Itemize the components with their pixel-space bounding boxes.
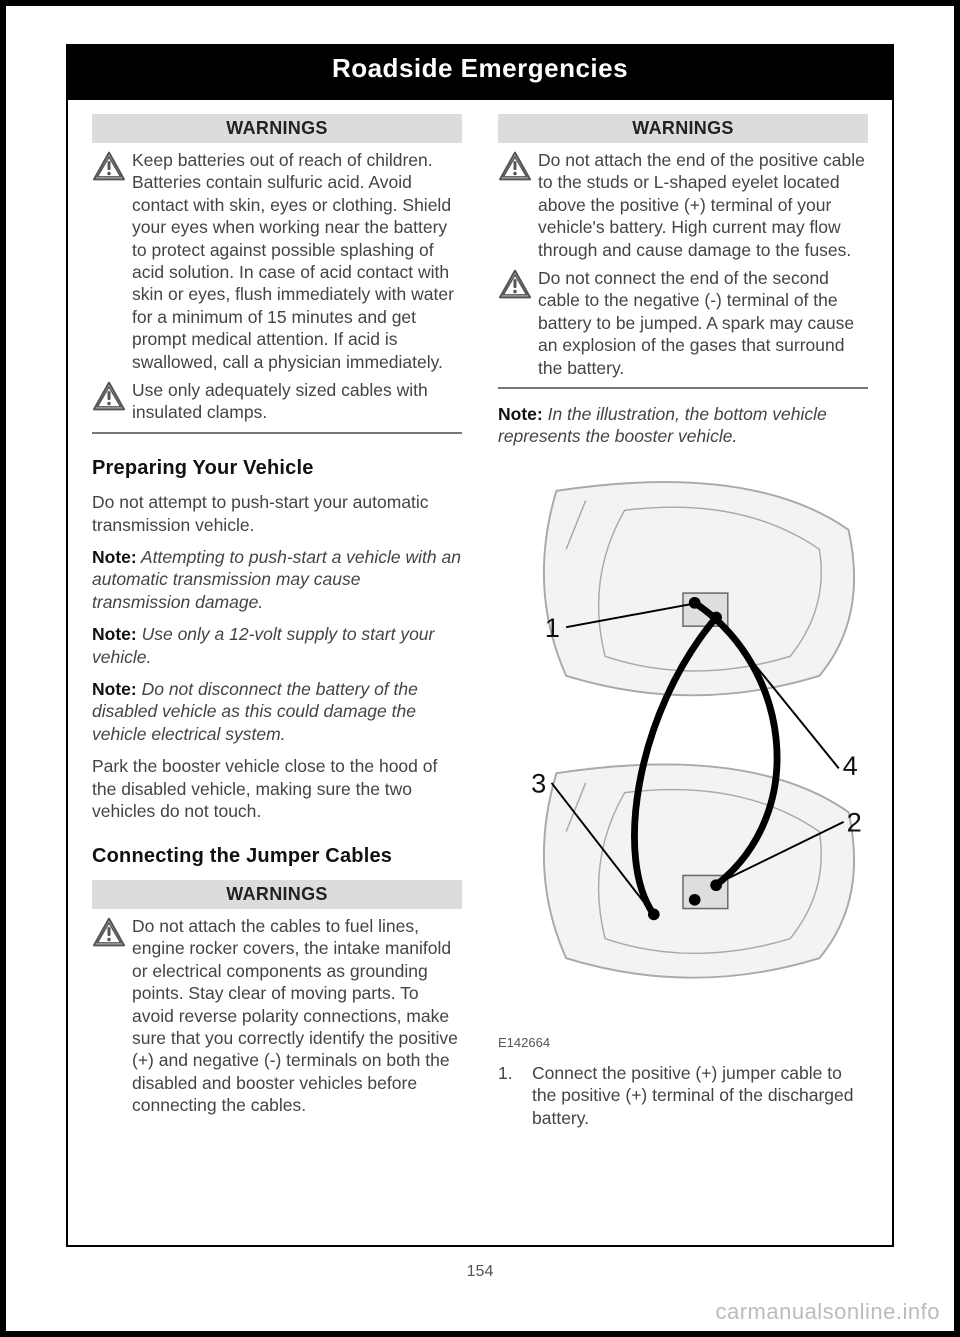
right-column: WARNINGS Do not attach the end of the po… bbox=[498, 114, 868, 1217]
disabled-vehicle: + − bbox=[544, 482, 854, 695]
step-text: Connect the positive (+) jumper cable to… bbox=[532, 1062, 868, 1129]
warnings-heading: WARNINGS bbox=[92, 114, 462, 143]
section-heading: Preparing Your Vehicle bbox=[92, 456, 462, 482]
watermark: carmanualsonline.info bbox=[715, 1299, 940, 1325]
diagram-svg: + − + − bbox=[498, 464, 868, 1024]
figure-id: E142664 bbox=[498, 1035, 868, 1052]
warning-item: Do not connect the end of the second cab… bbox=[498, 261, 868, 379]
warning-triangle-icon bbox=[498, 151, 532, 181]
page-number: 154 bbox=[0, 1263, 960, 1281]
warnings-heading: WARNINGS bbox=[92, 880, 462, 909]
note-text: Do not disconnect the battery of the dis… bbox=[92, 679, 418, 744]
note: Note: In the illustration, the bottom ve… bbox=[498, 403, 868, 448]
warnings-heading: WARNINGS bbox=[498, 114, 868, 143]
note-label: Note: bbox=[92, 624, 137, 644]
divider bbox=[498, 387, 868, 389]
note: Note: Attempting to push-start a vehicle… bbox=[92, 546, 462, 613]
diagram-label-2: 2 bbox=[847, 806, 862, 837]
content-columns: WARNINGS Keep batteries out of reach of … bbox=[92, 114, 868, 1217]
note: Note: Do not disconnect the battery of t… bbox=[92, 678, 462, 745]
warning-item: Use only adequately sized cables with in… bbox=[92, 373, 462, 424]
warning-item: Do not attach the cables to fuel lines, … bbox=[92, 909, 462, 1117]
warning-triangle-icon bbox=[92, 381, 126, 411]
warning-text: Keep batteries out of reach of children.… bbox=[132, 149, 462, 373]
warning-item: Keep batteries out of reach of children.… bbox=[92, 143, 462, 373]
warning-item: Do not attach the end of the positive ca… bbox=[498, 143, 868, 261]
warning-text: Do not attach the cables to fuel lines, … bbox=[132, 915, 462, 1117]
booster-vehicle: + − bbox=[544, 764, 854, 977]
step-item: 1. Connect the positive (+) jumper cable… bbox=[498, 1062, 868, 1129]
section-heading: Connecting the Jumper Cables bbox=[92, 844, 462, 870]
warning-triangle-icon bbox=[92, 917, 126, 947]
diagram-label-4: 4 bbox=[843, 750, 858, 781]
note-label: Note: bbox=[92, 547, 137, 567]
note-text: Attempting to push-start a vehicle with … bbox=[92, 547, 461, 612]
warning-triangle-icon bbox=[92, 151, 126, 181]
note: Note: Use only a 12-volt supply to start… bbox=[92, 623, 462, 668]
jumper-cable-diagram: + − + − bbox=[498, 464, 868, 1052]
warning-triangle-icon bbox=[498, 269, 532, 299]
note-text: In the illustration, the bottom vehicle … bbox=[498, 404, 827, 446]
note-text: Use only a 12-volt supply to start your … bbox=[92, 624, 434, 666]
diagram-label-3: 3 bbox=[531, 767, 546, 798]
warning-text: Do not connect the end of the second cab… bbox=[538, 267, 868, 379]
paragraph: Do not attempt to push-start your automa… bbox=[92, 491, 462, 536]
divider bbox=[92, 432, 462, 434]
note-label: Note: bbox=[498, 404, 543, 424]
diagram-label-1: 1 bbox=[545, 612, 560, 643]
warning-text: Use only adequately sized cables with in… bbox=[132, 379, 462, 424]
paragraph: Park the booster vehicle close to the ho… bbox=[92, 755, 462, 822]
note-label: Note: bbox=[92, 679, 137, 699]
warning-text: Do not attach the end of the positive ca… bbox=[538, 149, 868, 261]
left-column: WARNINGS Keep batteries out of reach of … bbox=[92, 114, 462, 1217]
step-number: 1. bbox=[498, 1062, 518, 1129]
